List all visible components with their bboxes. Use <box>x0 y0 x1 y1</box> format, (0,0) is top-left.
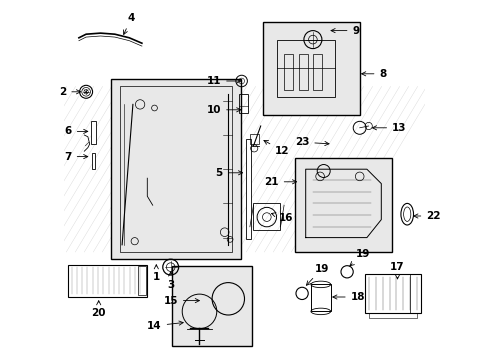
Text: 22: 22 <box>413 211 440 221</box>
Bar <box>368 313 416 318</box>
Text: 6: 6 <box>64 126 88 136</box>
Bar <box>91 121 96 144</box>
Text: 3: 3 <box>167 272 174 290</box>
Bar <box>276 40 334 97</box>
Bar <box>246 139 250 239</box>
Text: 12: 12 <box>264 140 289 156</box>
Text: 13: 13 <box>372 123 406 133</box>
Bar <box>365 274 420 313</box>
Bar <box>249 134 258 144</box>
Bar <box>92 153 95 169</box>
Bar <box>120 86 231 252</box>
Bar <box>294 158 391 252</box>
Bar <box>262 22 359 115</box>
Text: 9: 9 <box>330 26 359 36</box>
Bar <box>312 54 321 90</box>
Text: 10: 10 <box>206 105 240 115</box>
Text: 23: 23 <box>294 137 328 147</box>
Bar <box>68 265 147 297</box>
Text: 11: 11 <box>206 76 240 86</box>
Bar <box>138 266 146 295</box>
Text: 4: 4 <box>123 13 135 35</box>
Bar <box>253 203 280 230</box>
Text: 19: 19 <box>349 249 370 266</box>
Text: 15: 15 <box>163 296 199 306</box>
Text: 19: 19 <box>306 264 328 285</box>
Bar <box>239 94 247 113</box>
Bar <box>111 79 241 259</box>
Bar <box>172 266 251 346</box>
Bar <box>298 54 307 90</box>
Text: 1: 1 <box>152 265 160 282</box>
Text: 5: 5 <box>215 168 242 178</box>
Text: 18: 18 <box>332 292 365 302</box>
Text: 14: 14 <box>147 321 183 331</box>
Text: 16: 16 <box>271 213 293 223</box>
Text: 21: 21 <box>264 177 296 187</box>
Text: 20: 20 <box>91 301 106 318</box>
Text: 7: 7 <box>64 152 88 162</box>
Text: 2: 2 <box>59 87 81 97</box>
Text: 8: 8 <box>361 69 386 79</box>
Bar <box>284 54 292 90</box>
Bar <box>310 284 330 311</box>
Text: 17: 17 <box>389 262 404 279</box>
